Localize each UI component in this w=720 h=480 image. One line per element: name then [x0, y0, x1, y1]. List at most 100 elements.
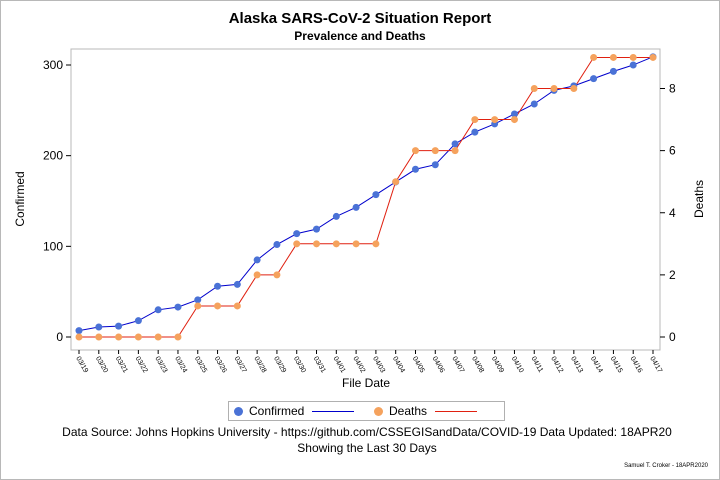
x-tick-label: 04/13: [569, 356, 584, 375]
data-point-confirmed: [253, 256, 261, 264]
data-point-deaths: [313, 240, 321, 248]
data-point-deaths: [75, 333, 83, 341]
x-tick-label: 03/31: [312, 356, 327, 375]
y-left-tick-label: 100: [43, 239, 63, 253]
data-point-confirmed: [194, 296, 202, 304]
legend-label-deaths: Deaths: [389, 404, 428, 418]
data-point-deaths: [471, 116, 479, 124]
data-point-deaths: [154, 333, 162, 341]
data-point-confirmed: [510, 110, 518, 118]
legend: Confirmed Deaths: [228, 401, 505, 421]
x-tick-label: 03/20: [94, 356, 109, 375]
x-tick-label: 03/28: [252, 356, 267, 375]
y-left-tick-label: 300: [43, 58, 63, 72]
data-point-confirmed: [115, 322, 123, 330]
data-point-confirmed: [372, 191, 380, 199]
x-tick-label: 04/07: [450, 356, 465, 375]
y-right-tick-label: 8: [669, 82, 676, 96]
data-point-deaths: [530, 85, 538, 92]
data-point-confirmed: [332, 212, 340, 220]
data-point-confirmed: [451, 140, 459, 148]
x-tick-label: 04/04: [391, 356, 406, 375]
data-point-deaths: [411, 147, 419, 155]
data-point-deaths: [194, 302, 202, 310]
data-point-deaths: [115, 333, 123, 341]
data-point-deaths: [590, 53, 598, 61]
x-tick-label: 04/12: [549, 356, 564, 375]
y-axis-left-label: Confirmed: [13, 171, 27, 226]
data-point-confirmed: [293, 230, 301, 238]
data-point-deaths: [550, 85, 558, 92]
data-point-deaths: [174, 333, 182, 341]
data-point-confirmed: [214, 282, 222, 290]
x-tick-label: 04/06: [431, 356, 446, 375]
data-point-deaths: [570, 85, 578, 92]
y-left-tick-label: 0: [56, 330, 63, 344]
data-point-deaths: [392, 178, 400, 186]
data-point-deaths: [629, 53, 637, 61]
x-tick-label: 04/15: [609, 356, 624, 375]
y-axis-right-label: Deaths: [692, 180, 706, 218]
data-point-confirmed: [411, 165, 419, 173]
data-point-deaths: [372, 240, 380, 248]
x-tick-label: 04/14: [589, 356, 604, 375]
x-tick-label: 04/10: [510, 356, 525, 375]
data-point-confirmed: [75, 327, 83, 335]
legend-item-deaths: Deaths: [374, 403, 478, 419]
legend-label-confirmed: Confirmed: [249, 404, 305, 418]
data-source-note: Data Source: Johns Hopkins University - …: [62, 425, 672, 439]
data-point-confirmed: [352, 203, 360, 211]
y-right-tick-label: 6: [669, 144, 676, 158]
data-point-confirmed: [233, 280, 241, 288]
x-tick-label: 04/05: [411, 356, 426, 375]
x-tick-label: 04/03: [371, 356, 386, 375]
series-line-confirmed: [78, 56, 654, 332]
data-point-deaths: [510, 116, 518, 124]
legend-item-confirmed: Confirmed: [234, 403, 355, 419]
x-tick-label: 03/24: [173, 356, 188, 375]
data-point-deaths: [431, 147, 439, 155]
x-tick-label: 04/08: [470, 356, 485, 375]
data-point-deaths: [451, 147, 459, 155]
legend-line-deaths: [435, 410, 478, 412]
data-point-confirmed: [313, 225, 321, 233]
data-point-confirmed: [471, 128, 479, 136]
y-right-tick-label: 4: [669, 206, 676, 220]
data-point-deaths: [332, 240, 340, 248]
x-tick-label: 04/02: [351, 356, 366, 375]
plot-area: [70, 48, 661, 351]
data-point-confirmed: [273, 241, 281, 249]
data-point-deaths: [609, 53, 617, 61]
x-tick-label: 03/27: [233, 356, 248, 375]
data-point-deaths: [491, 116, 499, 124]
legend-marker-confirmed: [234, 406, 243, 416]
data-point-confirmed: [609, 67, 617, 75]
x-tick-label: 03/21: [114, 356, 129, 375]
x-tick-label: 03/22: [134, 356, 149, 375]
x-tick-label: 03/25: [193, 356, 208, 375]
author-credit: Samuel T. Croker - 18APR2020: [624, 463, 708, 469]
legend-marker-deaths: [374, 406, 383, 416]
x-tick-label: 04/09: [490, 356, 505, 375]
data-point-deaths: [134, 333, 142, 341]
chart-subtitle: Prevalence and Deaths: [294, 29, 426, 43]
x-tick-label: 03/26: [213, 356, 228, 375]
x-axis-label: File Date: [342, 376, 390, 390]
data-point-deaths: [253, 271, 261, 279]
data-point-deaths: [95, 333, 103, 341]
data-point-confirmed: [590, 75, 598, 83]
x-tick-label: 03/23: [153, 356, 168, 375]
data-point-deaths: [214, 302, 222, 310]
y-left-tick-label: 200: [43, 149, 63, 163]
data-point-deaths: [293, 240, 301, 248]
data-point-confirmed: [154, 306, 162, 314]
y-right-tick-label: 0: [669, 330, 676, 344]
data-point-deaths: [649, 53, 657, 61]
data-point-deaths: [273, 271, 281, 279]
x-tick-label: 04/17: [648, 356, 663, 375]
data-point-confirmed: [530, 100, 538, 108]
x-tick-label: 04/01: [332, 356, 347, 375]
data-point-confirmed: [431, 161, 439, 169]
range-note: Showing the Last 30 Days: [297, 441, 437, 455]
